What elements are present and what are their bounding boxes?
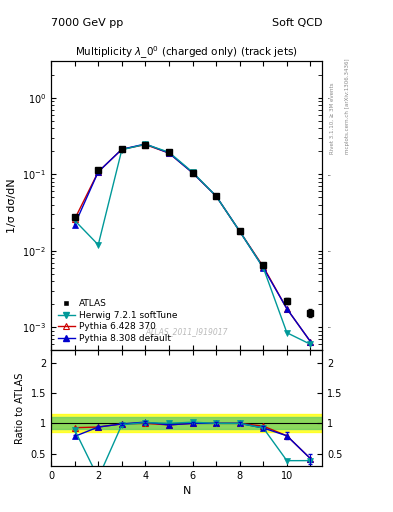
Line: Pythia 8.308 default: Pythia 8.308 default <box>72 141 313 345</box>
Herwig 7.2.1 softTune <box>119 146 124 153</box>
Text: Soft QCD: Soft QCD <box>272 18 322 28</box>
Herwig 7.2.1 softTune <box>261 265 266 271</box>
Pythia 8.308 default <box>285 306 289 312</box>
Pythia 8.308 default <box>72 222 77 228</box>
Pythia 8.308 default <box>143 141 148 147</box>
Pythia 6.428 370 <box>96 169 101 175</box>
Y-axis label: Ratio to ATLAS: Ratio to ATLAS <box>15 372 25 444</box>
Pythia 6.428 370 <box>237 228 242 234</box>
Pythia 6.428 370 <box>214 193 219 199</box>
Pythia 6.428 370 <box>190 169 195 176</box>
Herwig 7.2.1 softTune <box>72 218 77 224</box>
Herwig 7.2.1 softTune <box>167 149 171 155</box>
Text: 7000 GeV pp: 7000 GeV pp <box>51 18 123 28</box>
Title: Multiplicity $\lambda\_0^0$ (charged only) (track jets): Multiplicity $\lambda\_0^0$ (charged onl… <box>75 45 298 61</box>
Pythia 8.308 default <box>308 338 313 345</box>
X-axis label: N: N <box>182 486 191 496</box>
Pythia 6.428 370 <box>143 141 148 147</box>
Text: Rivet 3.1.10, ≥ 3M events: Rivet 3.1.10, ≥ 3M events <box>330 82 334 154</box>
Pythia 8.308 default <box>214 193 219 199</box>
Pythia 8.308 default <box>237 228 242 234</box>
Herwig 7.2.1 softTune <box>308 341 313 347</box>
Pythia 8.308 default <box>119 146 124 153</box>
Herwig 7.2.1 softTune <box>190 169 195 175</box>
Pythia 8.308 default <box>190 169 195 176</box>
Legend: ATLAS, Herwig 7.2.1 softTune, Pythia 6.428 370, Pythia 8.308 default: ATLAS, Herwig 7.2.1 softTune, Pythia 6.4… <box>55 296 180 346</box>
Pythia 8.308 default <box>96 169 101 175</box>
Herwig 7.2.1 softTune <box>237 228 242 234</box>
Herwig 7.2.1 softTune <box>143 141 148 147</box>
Herwig 7.2.1 softTune <box>285 330 289 336</box>
Herwig 7.2.1 softTune <box>96 242 101 248</box>
Text: ATLAS_2011_I919017: ATLAS_2011_I919017 <box>145 327 228 336</box>
Text: mcplots.cern.ch [arXiv:1306.3436]: mcplots.cern.ch [arXiv:1306.3436] <box>345 58 350 154</box>
Line: Herwig 7.2.1 softTune: Herwig 7.2.1 softTune <box>72 141 313 347</box>
Bar <box>51 414 322 433</box>
Pythia 6.428 370 <box>72 216 77 222</box>
Line: Pythia 6.428 370: Pythia 6.428 370 <box>72 142 313 345</box>
Pythia 6.428 370 <box>119 146 124 153</box>
Pythia 8.308 default <box>167 150 171 156</box>
Herwig 7.2.1 softTune <box>214 193 219 199</box>
Pythia 6.428 370 <box>261 264 266 270</box>
Pythia 6.428 370 <box>285 306 289 312</box>
Pythia 8.308 default <box>261 265 266 271</box>
Pythia 6.428 370 <box>167 150 171 156</box>
Pythia 6.428 370 <box>308 338 313 345</box>
Bar <box>51 417 322 430</box>
Y-axis label: 1/σ dσ/dN: 1/σ dσ/dN <box>7 179 17 233</box>
